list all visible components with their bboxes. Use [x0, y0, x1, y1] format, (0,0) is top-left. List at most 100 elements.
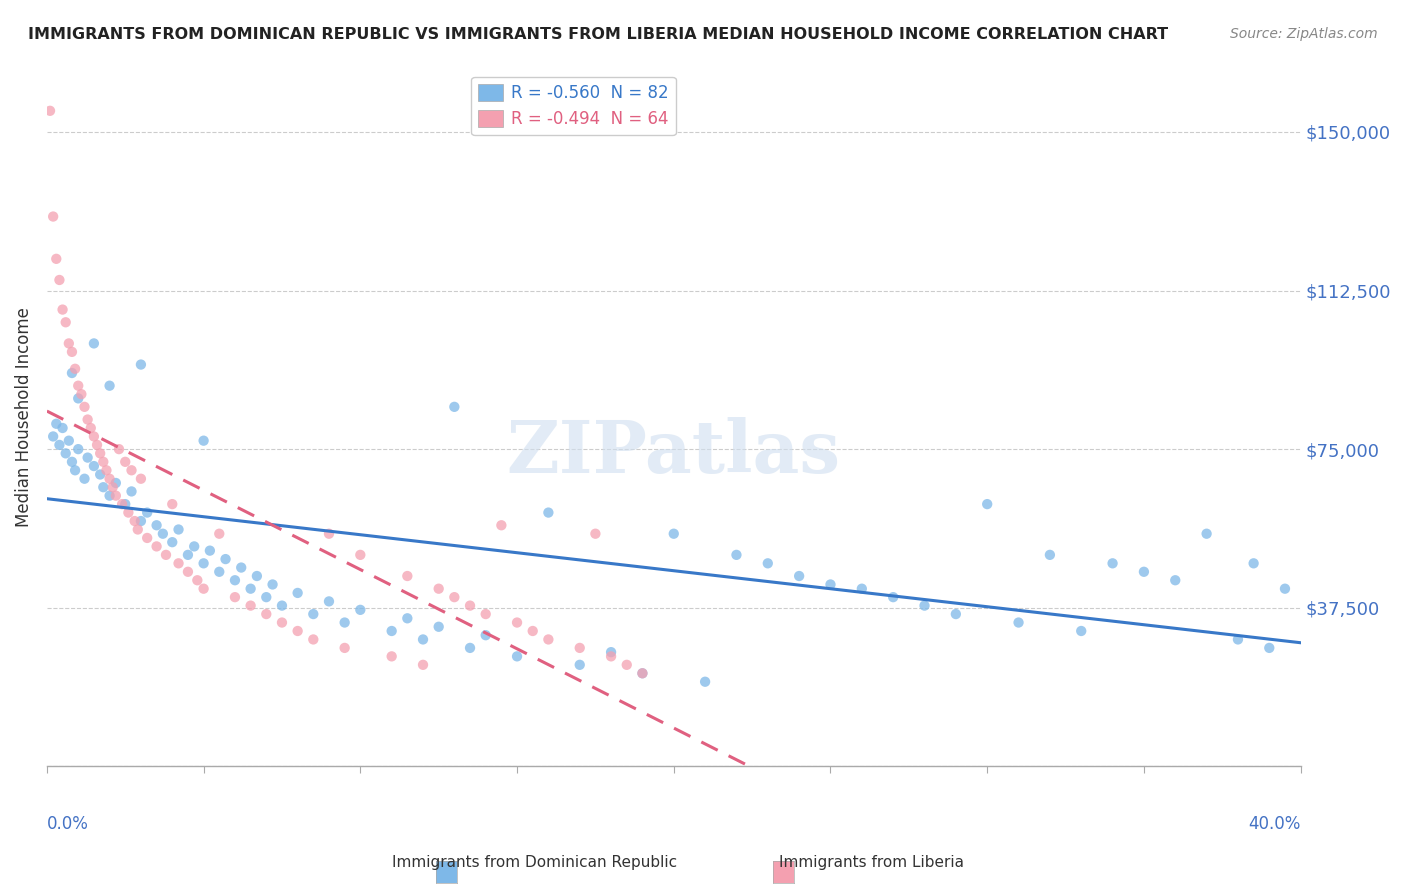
Point	[167, 557, 190, 571]
Point	[1101, 557, 1123, 571]
Point	[662, 526, 685, 541]
Point	[76, 412, 98, 426]
Point	[1274, 582, 1296, 596]
Point	[474, 607, 496, 621]
Point	[98, 472, 121, 486]
Point	[945, 607, 967, 621]
Point	[1258, 640, 1281, 655]
Point	[83, 336, 105, 351]
Point	[333, 615, 356, 630]
Point	[121, 484, 143, 499]
Point	[73, 400, 96, 414]
Point	[725, 548, 748, 562]
Text: ZIPatlas: ZIPatlas	[506, 417, 841, 488]
Point	[851, 582, 873, 596]
Point	[60, 344, 83, 359]
Point	[51, 302, 73, 317]
Point	[820, 577, 842, 591]
Point	[42, 429, 65, 443]
Point	[1070, 624, 1092, 638]
Point	[108, 442, 131, 457]
Point	[91, 455, 114, 469]
Point	[537, 506, 560, 520]
Point	[458, 599, 481, 613]
Point	[506, 649, 529, 664]
Point	[124, 514, 146, 528]
Point	[162, 497, 184, 511]
Text: Immigrants from Liberia: Immigrants from Liberia	[779, 855, 965, 870]
Point	[55, 446, 77, 460]
Point	[51, 421, 73, 435]
Point	[381, 624, 404, 638]
Point	[254, 607, 277, 621]
Point	[693, 674, 716, 689]
Point	[568, 640, 591, 655]
Point	[787, 569, 810, 583]
Point	[145, 518, 167, 533]
Point	[48, 438, 70, 452]
Point	[67, 378, 90, 392]
Point	[177, 565, 200, 579]
Point	[58, 434, 80, 448]
Point	[60, 455, 83, 469]
Point	[129, 514, 152, 528]
Point	[1195, 526, 1218, 541]
Point	[183, 540, 205, 554]
Point	[162, 535, 184, 549]
Legend: R = -0.560  N = 82, R = -0.494  N = 64: R = -0.560 N = 82, R = -0.494 N = 64	[471, 77, 676, 135]
Point	[239, 599, 262, 613]
Text: Immigrants from Dominican Republic: Immigrants from Dominican Republic	[392, 855, 676, 870]
Point	[631, 666, 654, 681]
Point	[882, 590, 904, 604]
Point	[208, 526, 231, 541]
Point	[271, 615, 294, 630]
Point	[976, 497, 998, 511]
Point	[186, 573, 208, 587]
Point	[145, 540, 167, 554]
Point	[63, 361, 86, 376]
Point	[114, 455, 136, 469]
Point	[83, 429, 105, 443]
Point	[193, 434, 215, 448]
Point	[349, 548, 371, 562]
Point	[111, 497, 134, 511]
Point	[63, 463, 86, 477]
Point	[396, 611, 419, 625]
Point	[631, 666, 654, 681]
Point	[412, 632, 434, 647]
Point	[287, 624, 309, 638]
Point	[458, 640, 481, 655]
Point	[568, 657, 591, 672]
Text: 40.0%: 40.0%	[1249, 815, 1301, 833]
Point	[396, 569, 419, 583]
Point	[136, 531, 159, 545]
Point	[443, 590, 465, 604]
Point	[208, 565, 231, 579]
Point	[60, 366, 83, 380]
Point	[167, 523, 190, 537]
Point	[600, 645, 623, 659]
Point	[155, 548, 177, 562]
Point	[381, 649, 404, 664]
Point	[129, 358, 152, 372]
Point	[67, 392, 90, 406]
Point	[198, 543, 221, 558]
Point	[600, 649, 623, 664]
Point	[318, 526, 340, 541]
Point	[231, 560, 253, 574]
Point	[1243, 557, 1265, 571]
Point	[427, 582, 450, 596]
Point	[1164, 573, 1187, 587]
Point	[287, 586, 309, 600]
Text: 0.0%: 0.0%	[46, 815, 89, 833]
Point	[506, 615, 529, 630]
Point	[412, 657, 434, 672]
Point	[262, 577, 284, 591]
Text: Source: ZipAtlas.com: Source: ZipAtlas.com	[1230, 27, 1378, 41]
Point	[98, 378, 121, 392]
Point	[76, 450, 98, 465]
Point	[121, 463, 143, 477]
Point	[55, 315, 77, 329]
Point	[427, 620, 450, 634]
Point	[80, 421, 103, 435]
